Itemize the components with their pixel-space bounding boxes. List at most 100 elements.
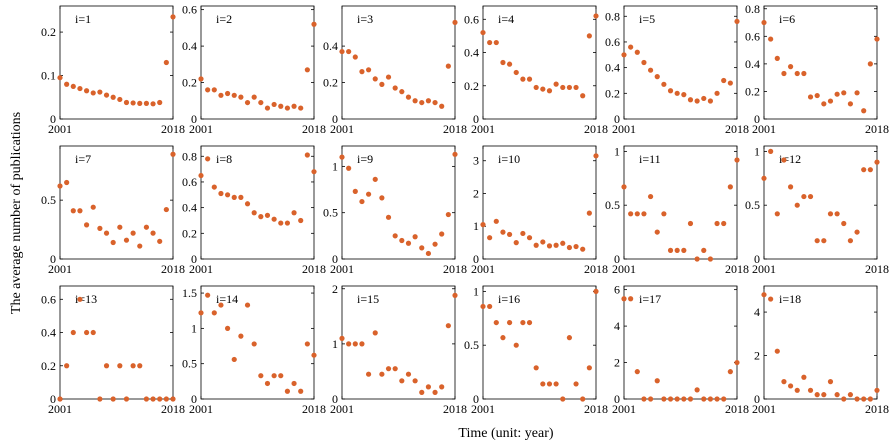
data-point xyxy=(413,98,418,103)
data-point xyxy=(170,396,175,401)
data-point xyxy=(635,369,640,374)
subplot-panel: 00.512001 2018i=16 xyxy=(464,284,608,416)
data-point xyxy=(305,341,310,346)
data-point xyxy=(714,396,719,401)
data-point xyxy=(681,92,686,97)
data-point xyxy=(238,95,243,100)
data-point xyxy=(480,30,485,35)
data-point xyxy=(57,396,62,401)
data-point xyxy=(111,240,116,245)
data-point xyxy=(801,71,806,76)
data-point xyxy=(648,396,653,401)
data-point xyxy=(225,91,230,96)
data-point xyxy=(205,156,210,161)
panel-title: i=3 xyxy=(357,12,373,26)
data-point xyxy=(560,241,565,246)
data-point xyxy=(795,388,800,393)
data-point xyxy=(238,334,243,339)
data-point xyxy=(64,363,69,368)
data-point xyxy=(346,49,351,54)
data-point xyxy=(131,363,136,368)
data-point xyxy=(117,97,122,102)
data-point xyxy=(379,82,384,87)
y-tick-label: 0.5 xyxy=(745,198,760,212)
y-tick-label: 2 xyxy=(754,349,760,363)
data-point xyxy=(554,243,559,248)
data-point xyxy=(91,90,96,95)
data-point xyxy=(131,100,136,105)
subplot-panel: 00.20.40.60.82001 2018i=5 xyxy=(605,6,749,136)
data-point xyxy=(419,390,424,395)
y-tick-label: 0.4 xyxy=(182,201,197,215)
data-point xyxy=(64,82,69,87)
x-tick-label: 2018 xyxy=(161,262,185,276)
data-point xyxy=(527,77,532,82)
y-tick-label: 0.4 xyxy=(745,57,760,71)
y-tick-label: 1 xyxy=(614,144,620,158)
data-point xyxy=(641,396,646,401)
data-point xyxy=(734,19,739,24)
data-point xyxy=(426,251,431,256)
data-point xyxy=(560,396,565,401)
data-point xyxy=(205,87,210,92)
data-point xyxy=(157,396,162,401)
y-tick-label: 1 xyxy=(332,159,338,173)
data-point xyxy=(874,160,879,165)
data-point xyxy=(841,221,846,226)
data-point xyxy=(547,381,552,386)
data-point xyxy=(688,396,693,401)
data-point xyxy=(104,231,109,236)
data-point xyxy=(452,20,457,25)
data-point xyxy=(124,396,129,401)
panel-title: i=17 xyxy=(639,292,661,306)
subplot-panel: 00.512001 2018i=9 xyxy=(323,146,467,276)
data-point xyxy=(393,85,398,90)
data-point xyxy=(212,310,217,315)
data-point xyxy=(71,208,76,213)
data-point xyxy=(655,378,660,383)
x-tick-label: 2018 xyxy=(584,402,608,416)
data-point xyxy=(97,89,102,94)
data-point xyxy=(808,388,813,393)
data-point xyxy=(84,330,89,335)
data-point xyxy=(252,341,257,346)
data-point xyxy=(795,203,800,208)
data-point xyxy=(520,231,525,236)
data-point xyxy=(446,212,451,217)
data-point xyxy=(540,86,545,91)
data-point xyxy=(272,102,277,107)
y-tick-label: 4 xyxy=(754,305,760,319)
data-point xyxy=(514,240,519,245)
subplot-panel: 0 2 4 6 2001 2018 i=17 xyxy=(612,283,749,416)
data-point xyxy=(835,92,840,97)
data-point xyxy=(628,211,633,216)
data-point xyxy=(815,392,820,397)
panel-title: i=15 xyxy=(357,292,379,306)
data-point xyxy=(57,183,62,188)
x-tick-label: 2018 xyxy=(443,122,467,136)
data-point xyxy=(668,248,673,253)
data-point xyxy=(212,184,217,189)
data-point xyxy=(97,226,102,231)
x-tick-label: 2001 xyxy=(189,402,213,416)
data-point xyxy=(452,152,457,157)
x-tick-label: 2001 xyxy=(330,122,354,136)
data-point xyxy=(788,184,793,189)
x-tick-label: 2001 xyxy=(471,122,495,136)
data-point xyxy=(681,248,686,253)
data-point xyxy=(291,104,296,109)
data-point xyxy=(298,105,303,110)
data-point xyxy=(567,335,572,340)
data-point xyxy=(761,20,766,25)
data-point xyxy=(285,220,290,225)
data-point xyxy=(84,88,89,93)
data-point xyxy=(507,320,512,325)
data-point xyxy=(413,378,418,383)
y-tick-label: 0.5 xyxy=(182,357,197,371)
x-tick-label: 2001 xyxy=(752,122,776,136)
data-point xyxy=(353,189,358,194)
y-tick-label: 0.2 xyxy=(605,86,620,100)
data-point xyxy=(91,205,96,210)
data-point xyxy=(285,105,290,110)
